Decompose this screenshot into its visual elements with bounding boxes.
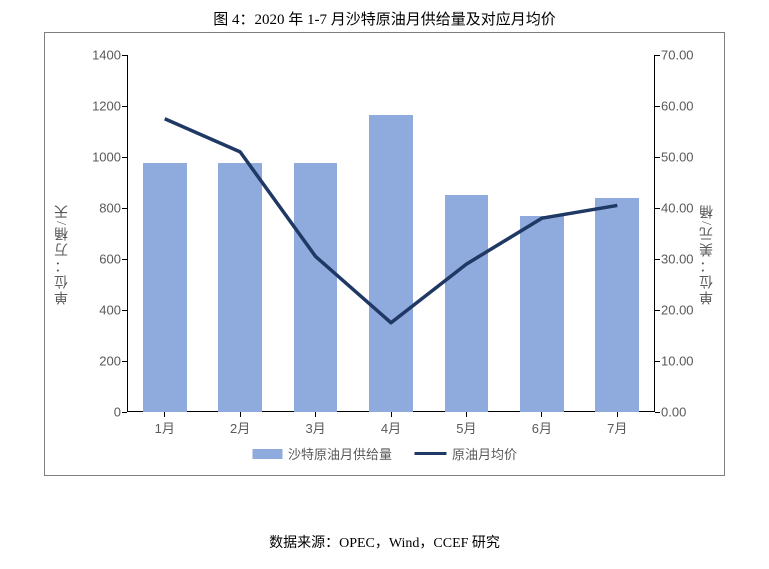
- x-tick-label: 6月: [532, 412, 552, 437]
- y2-tick-label: 60.00: [655, 99, 694, 114]
- y1-tick-label: 1400: [92, 48, 127, 63]
- legend-swatch-line: [414, 452, 446, 455]
- y1-tick-label: 1200: [92, 99, 127, 114]
- x-tick-label: 4月: [381, 412, 401, 437]
- x-tick-label: 1月: [155, 412, 175, 437]
- legend-item-bars: 沙特原油月供给量: [252, 444, 392, 463]
- plot-area: 02004006008001000120014000.0010.0020.003…: [127, 55, 655, 412]
- chart-title: 图 4：2020 年 1-7 月沙特原油月供给量及对应月均价: [0, 0, 769, 35]
- y2-tick-label: 0.00: [655, 405, 686, 420]
- legend-item-line: 原油月均价: [414, 444, 517, 463]
- y2-axis-title: 单位：美元/桶: [698, 203, 718, 305]
- y1-tick-label: 400: [99, 303, 127, 318]
- y2-tick-label: 30.00: [655, 252, 694, 267]
- y2-tick-label: 10.00: [655, 354, 694, 369]
- y1-tick-label: 0: [114, 405, 127, 420]
- y2-tick-label: 20.00: [655, 303, 694, 318]
- x-tick-label: 2月: [230, 412, 250, 437]
- data-source: 数据来源：OPEC，Wind，CCEF 研究: [0, 532, 769, 552]
- y2-tick-label: 50.00: [655, 150, 694, 165]
- line-series: [127, 55, 655, 412]
- x-tick-label: 3月: [305, 412, 325, 437]
- y1-axis-title: 单位：万桶/天: [53, 203, 73, 305]
- legend-label-line: 原油月均价: [452, 444, 517, 463]
- legend: 沙特原油月供给量 原油月均价: [252, 444, 517, 463]
- y1-tick-label: 200: [99, 354, 127, 369]
- y2-tick-label: 70.00: [655, 48, 694, 63]
- y1-tick-label: 800: [99, 201, 127, 216]
- legend-swatch-bar: [252, 449, 282, 459]
- chart-container: 0 200 400 600 800 1000 1200 1400 0.00 10.00 20.00 3…: [44, 32, 725, 476]
- y1-tick-label: 1000: [92, 150, 127, 165]
- x-tick-label: 5月: [456, 412, 476, 437]
- legend-label-bars: 沙特原油月供给量: [288, 444, 392, 463]
- x-tick-label: 7月: [607, 412, 627, 437]
- y1-tick-label: 600: [99, 252, 127, 267]
- y2-tick-label: 40.00: [655, 201, 694, 216]
